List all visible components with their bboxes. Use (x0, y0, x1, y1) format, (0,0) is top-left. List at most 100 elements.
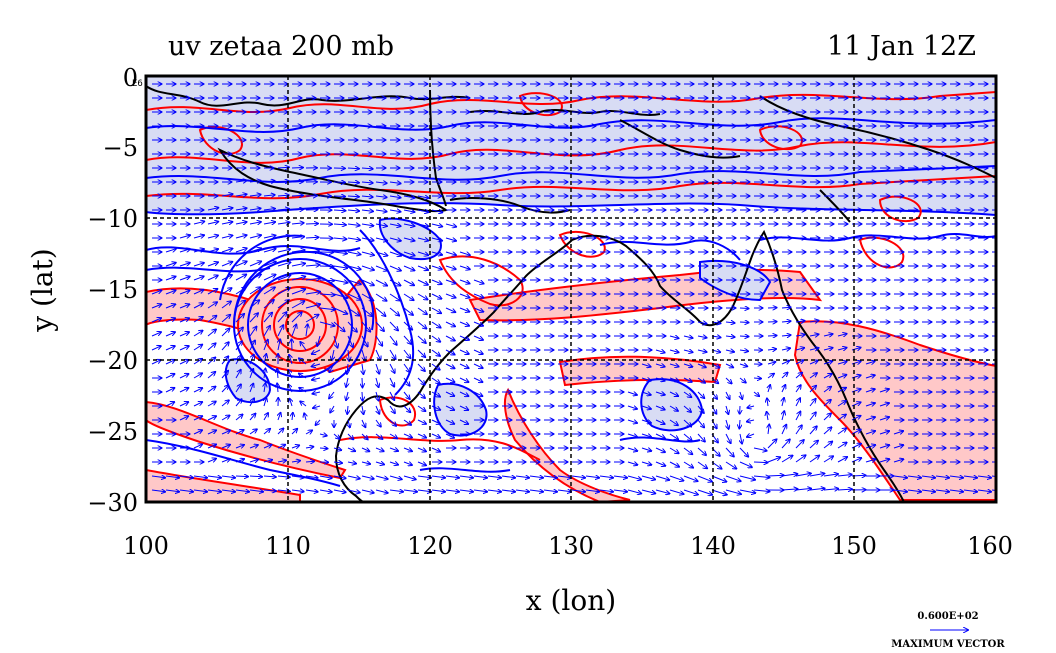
wind-vector (445, 490, 460, 492)
wind-vector (445, 293, 456, 298)
wind-vector (389, 293, 400, 301)
wind-vector (767, 349, 777, 350)
wind-vector (263, 312, 272, 323)
wind-vector (249, 354, 254, 365)
wind-vector (921, 490, 936, 492)
wind-vector (768, 424, 769, 435)
wind-vector (767, 373, 774, 379)
wind-vector (740, 391, 742, 399)
wind-vector (375, 489, 388, 493)
wind-vector (305, 314, 319, 323)
wind-vector (277, 249, 291, 252)
wind-vector (250, 383, 254, 393)
wind-vector (557, 490, 572, 492)
wind-vector (459, 490, 474, 492)
wind-vector (317, 335, 320, 346)
wind-vector (417, 293, 428, 300)
map-title-right: 11 Jan 12Z (827, 31, 976, 62)
wind-vector (403, 462, 412, 465)
wind-vector (291, 289, 306, 295)
wind-vector (375, 335, 383, 346)
wind-vector (389, 279, 401, 286)
wind-vector (417, 279, 428, 285)
wind-vector (431, 265, 442, 269)
wind-vector (207, 249, 219, 252)
wind-vector (376, 391, 379, 401)
wind-vector (473, 391, 483, 396)
wind-vector (319, 448, 328, 449)
wind-vector (165, 490, 180, 492)
wind-vector (417, 265, 429, 270)
wind-vector (963, 476, 978, 478)
wind-vector (291, 237, 305, 239)
wind-vector (207, 262, 218, 267)
wind-vector (865, 459, 876, 462)
wind-vector (333, 321, 345, 332)
wind-vector (375, 182, 387, 183)
wind-vector (319, 434, 327, 436)
wind-vector (305, 490, 318, 492)
wind-vector (739, 447, 749, 457)
wind-vector (865, 431, 876, 434)
wind-vector (249, 429, 257, 435)
wind-vector (683, 391, 692, 397)
wind-vector (795, 321, 805, 322)
wind-vector (165, 318, 176, 323)
wind-vector (249, 208, 261, 210)
wind-vector (767, 439, 777, 449)
wind-vector (768, 385, 770, 393)
wind-vector (249, 313, 258, 323)
wind-vector (312, 392, 321, 394)
wind-vector (683, 447, 693, 455)
wind-vector (235, 248, 247, 253)
wind-vector (151, 490, 166, 492)
wind-vector (299, 358, 307, 365)
wind-vector (291, 182, 303, 183)
wind-vector (333, 433, 340, 439)
wind-vector (431, 224, 443, 227)
wind-vector (809, 488, 825, 490)
wind-vector (375, 251, 388, 256)
wind-vector (235, 384, 241, 393)
wind-vector (249, 459, 259, 462)
wind-vector (739, 419, 740, 429)
wind-vector (179, 263, 190, 267)
vector-legend-value: 0.600E+02 (917, 611, 978, 622)
wind-vector (697, 475, 712, 482)
wind-vector (333, 280, 348, 283)
wind-vector (781, 307, 791, 308)
wind-vector (683, 489, 698, 495)
wind-vector (291, 263, 306, 266)
wind-vector (193, 490, 208, 492)
wind-vector (767, 398, 768, 407)
wind-vector (389, 238, 401, 241)
wind-vector (669, 350, 679, 353)
wind-vector (193, 402, 203, 407)
wind-vector (697, 322, 707, 324)
wind-vector (207, 401, 216, 407)
wind-vector (361, 433, 368, 440)
wind-vector (151, 476, 166, 478)
wind-vector (179, 388, 189, 393)
wind-vector (263, 181, 275, 182)
wind-vector (193, 263, 204, 267)
wind-vector (431, 405, 441, 410)
wind-vector (445, 335, 455, 341)
wind-vector (361, 196, 373, 197)
wind-vector (277, 262, 291, 267)
wind-vector (991, 475, 996, 478)
wind-vector (781, 348, 791, 350)
wind-vector (403, 335, 412, 344)
wind-vector (823, 413, 831, 421)
wind-vector (249, 261, 262, 267)
wind-vector (375, 293, 387, 301)
wind-vector (277, 445, 286, 448)
wind-vector (837, 375, 847, 378)
wind-vector (459, 321, 470, 326)
wind-vector (697, 405, 704, 413)
wind-vector (515, 490, 530, 492)
vector-legend-caption: MAXIMUM VECTOR (891, 639, 1005, 650)
wind-vector (291, 250, 305, 252)
wind-vector (767, 362, 776, 364)
wind-vector (332, 349, 334, 361)
